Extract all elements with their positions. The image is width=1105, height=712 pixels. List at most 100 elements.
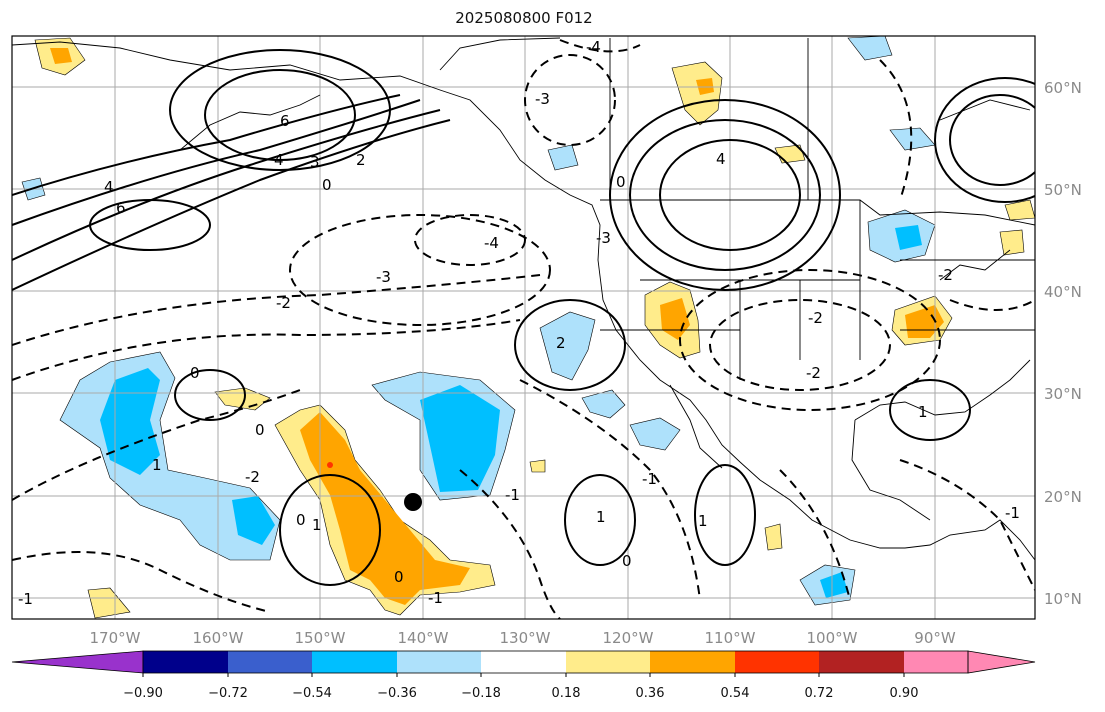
contour-solid	[949, 94, 1035, 186]
contour-dashed	[12, 274, 541, 346]
positive-anomaly-region	[1004, 199, 1035, 221]
graticule	[12, 36, 1035, 619]
colorbar-label: −0.72	[208, 686, 248, 701]
contour-label: 6	[116, 199, 126, 217]
contour-dashed	[459, 469, 561, 619]
contour-solid	[204, 69, 356, 161]
contour-label: -4	[586, 38, 601, 56]
contour-label: -3	[535, 90, 550, 108]
colorbar-label: −0.90	[123, 686, 163, 701]
contour-label: -3	[376, 268, 391, 286]
contour-dashed	[414, 214, 526, 266]
contour-label: -2	[808, 309, 823, 327]
colorbar-segment	[397, 651, 481, 673]
contour-dashed	[709, 299, 891, 391]
lon-label: 120°W	[603, 629, 654, 647]
colorbar-segment	[481, 651, 566, 673]
lon-label: 150°W	[295, 629, 346, 647]
contour-dashed	[519, 379, 701, 601]
contour-label: 1	[698, 512, 708, 530]
contour-label-layer: -4 -3 -2 -4 -3 -2 -2 -3 -2 -2 -1 -1 -1 -…	[18, 38, 1020, 608]
contour-label: 6	[280, 112, 290, 130]
contour-label: -2	[245, 468, 260, 486]
contour-dashed	[949, 299, 1035, 311]
contour-label: 1	[152, 456, 162, 474]
negative-anomaly-region	[539, 311, 596, 381]
contour-solid	[12, 94, 401, 196]
contour-solid	[12, 119, 451, 291]
contour-label: 4	[716, 150, 726, 168]
contour-label: -2	[276, 294, 291, 312]
contour-label: -2	[806, 364, 821, 382]
shading-layer	[21, 36, 1035, 619]
contour-dashed	[899, 459, 1035, 591]
lat-label: 40°N	[1044, 283, 1082, 301]
contour-solid	[934, 77, 1035, 203]
contour-solid	[12, 99, 421, 226]
positive-anomaly-region	[671, 61, 723, 126]
contour-label: 1	[918, 403, 928, 421]
colorbar-label: 0.90	[890, 686, 919, 701]
negative-anomaly-region	[629, 417, 681, 451]
contour-solid	[174, 369, 246, 421]
colorbar-extend-max	[967, 650, 1036, 674]
contour-label: -2	[938, 266, 953, 284]
lon-label: 140°W	[398, 629, 449, 647]
contour-label: 4	[104, 178, 114, 196]
colorbar-label: −0.54	[292, 686, 332, 701]
colorbar-segment	[735, 651, 819, 673]
positive-anomaly-core	[300, 412, 470, 605]
contour-dashed	[679, 269, 941, 411]
colorbar-label: 0.72	[805, 686, 834, 701]
colorbar-segment	[566, 651, 650, 673]
contour-label: -1	[18, 590, 33, 608]
contour-dashed	[12, 389, 301, 501]
contour-dashed	[12, 551, 271, 613]
contour-label: -1	[642, 470, 657, 488]
contour-solid	[609, 99, 841, 291]
contour-dashed	[12, 319, 521, 381]
strong-anomaly-spot	[327, 462, 333, 468]
contour-dashed	[879, 59, 913, 201]
colorbar-extend-min	[11, 650, 144, 674]
colorbar-segment	[650, 651, 735, 673]
contour-label: 0	[616, 173, 626, 191]
colorbar-label: −0.18	[461, 686, 501, 701]
contour-label: -1	[428, 589, 443, 607]
contour-label: 1	[596, 508, 606, 526]
colorbar-segment	[904, 651, 968, 673]
latitude-labels: 60°N 50°N 40°N 30°N 20°N 10°N	[1044, 79, 1082, 608]
contour-label: 2	[556, 334, 566, 352]
lat-label: 60°N	[1044, 79, 1082, 97]
lat-label: 30°N	[1044, 385, 1082, 403]
positive-anomaly-region	[764, 523, 783, 551]
contour-label: -3	[596, 229, 611, 247]
contour-label: 0	[190, 364, 200, 382]
lat-label: 10°N	[1044, 590, 1082, 608]
colorbar: −0.90 −0.72 −0.54 −0.36 −0.18 0.18 0.36 …	[11, 650, 1036, 701]
contour-solid	[889, 379, 971, 441]
positive-anomaly-region	[87, 587, 131, 619]
lon-label: 100°W	[807, 629, 858, 647]
colorbar-label: 0.36	[636, 686, 665, 701]
contour-label: 3	[310, 153, 320, 171]
contour-solid	[694, 464, 756, 566]
lon-label: 110°W	[705, 629, 756, 647]
contour-solid	[564, 474, 636, 566]
negative-anomaly-region	[581, 389, 626, 419]
positive-anomaly-core	[50, 48, 72, 64]
contour-label: 2	[356, 151, 366, 169]
contour-label: 0	[322, 176, 332, 194]
contour-solid	[169, 49, 391, 171]
contour-dashed	[524, 54, 616, 146]
map-title: 2025080800 F012	[455, 9, 593, 27]
map-area	[12, 36, 1035, 619]
colorbar-segment	[228, 651, 312, 673]
contour-label: 0	[296, 511, 306, 529]
colorbar-label: 0.54	[721, 686, 750, 701]
contour-label: -4	[484, 234, 499, 252]
contour-dashed	[779, 469, 851, 601]
contour-solid	[659, 139, 801, 251]
negative-anomaly-core	[820, 572, 848, 598]
